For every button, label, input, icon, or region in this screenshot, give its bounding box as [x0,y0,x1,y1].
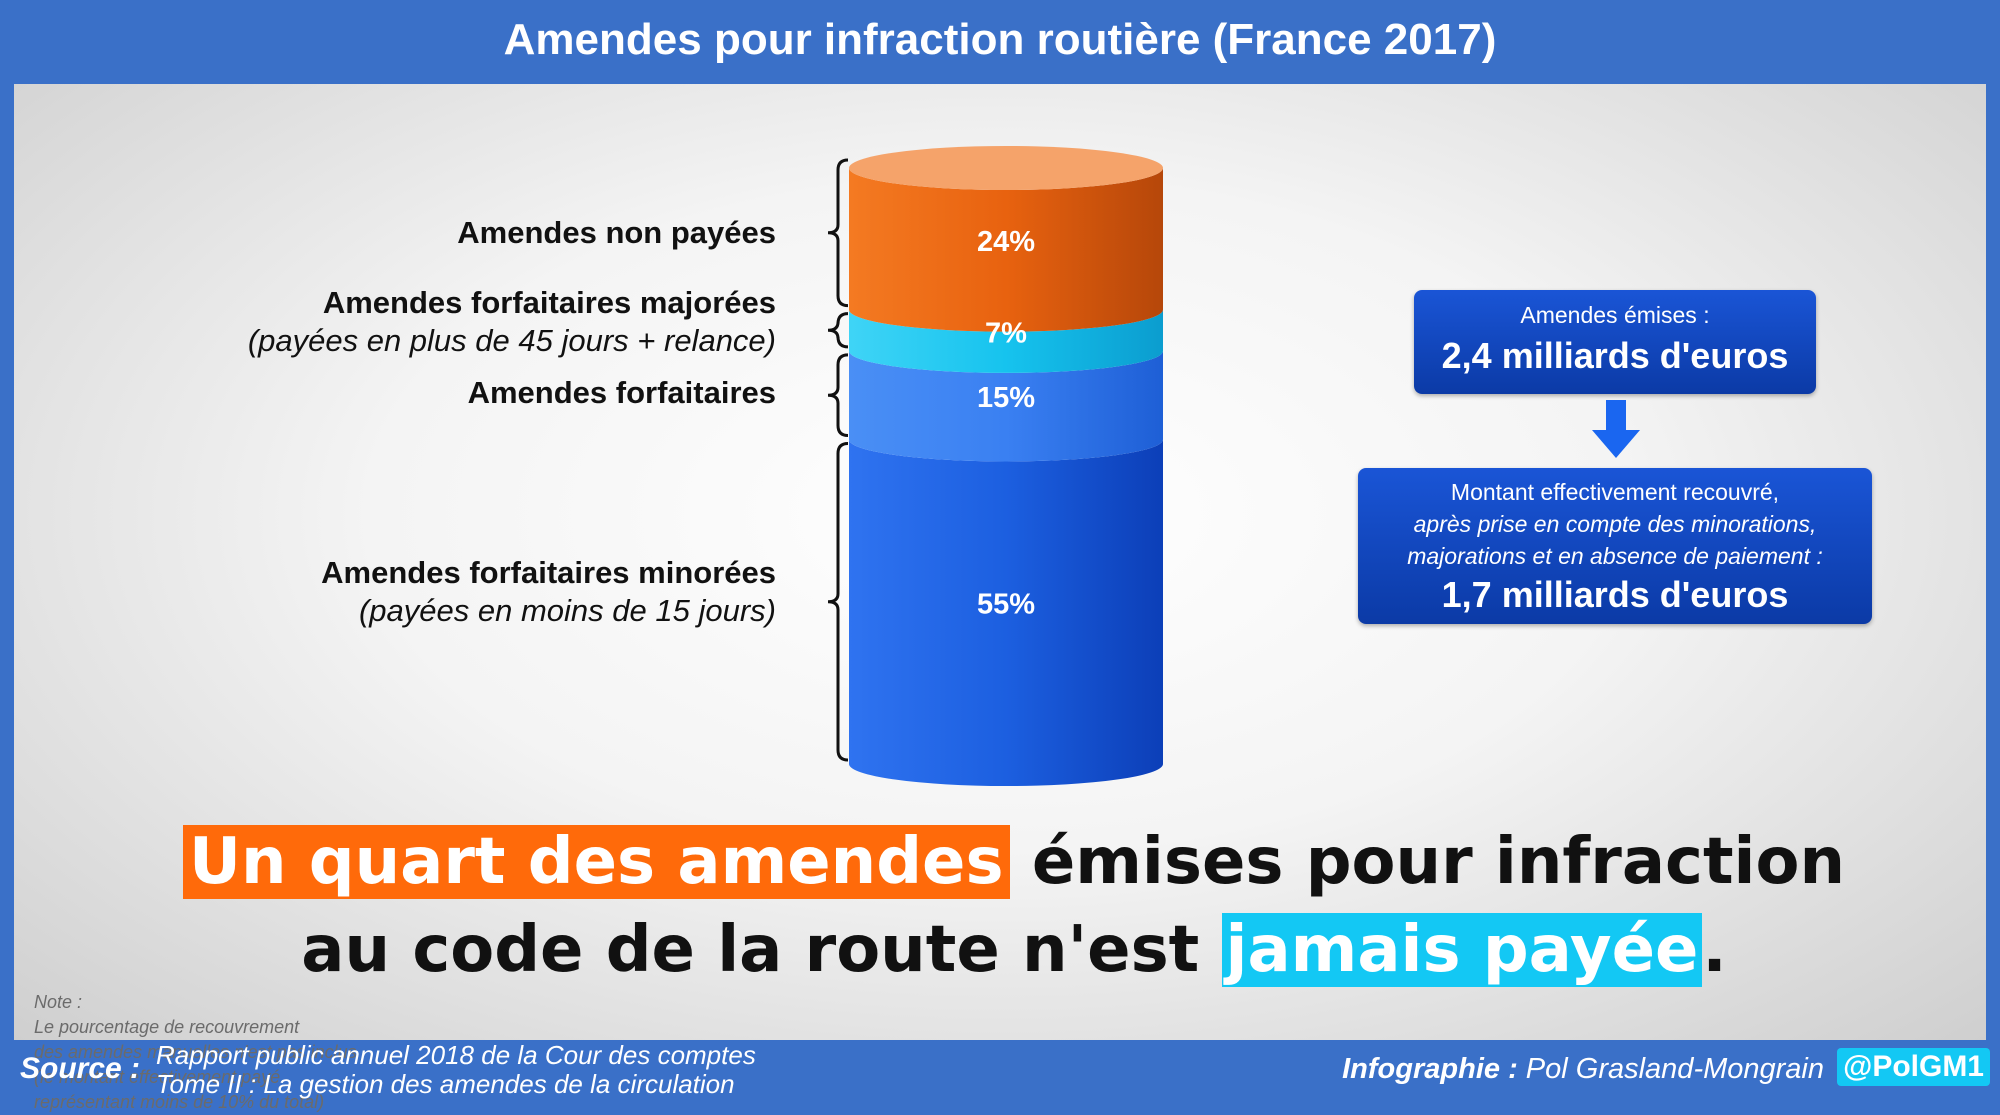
box-recouvre-line3: majorations et en absence de paiement : [1407,543,1823,569]
down-arrow-icon [1592,400,1640,458]
brace-3 [827,312,849,349]
label-minorees-title: Amendes forfaitaires minorées [321,555,776,590]
label-minorees: Amendes forfaitaires minorées (payées en… [321,554,776,630]
note-line: des amendes manuelles n'est pas inclus [34,1042,357,1062]
cylinder-chart: 55% 15% 7% 24% [827,146,1163,786]
box-recouvre-value: 1,7 milliards d'euros [1441,574,1789,615]
chart-panel: 55% 15% 7% 24% Amendes non payées Amendes f… [14,84,1986,1112]
note-line: (le montant effectivement payé [34,1067,281,1087]
percent-label-3: 7% [985,317,1027,349]
percent-label-4: 24% [977,226,1035,258]
credit: Infographie : Pol Grasland-Mongrain [1342,1053,1824,1086]
source-line: Rapport public annuel 2018 de la Cour de… [156,1040,756,1070]
box-recouvre-line2: après prise en compte des minorations, [1413,511,1817,537]
label-majorees: Amendes forfaitaires majorées (payées en… [248,284,776,360]
headline-text-1: émises pour infraction [1009,825,1846,899]
note-line: Le pourcentage de recouvrement [34,1017,300,1037]
box-emises-value: 2,4 milliards d'euros [1441,335,1789,376]
headline: Un quart des amendes émises pour infract… [14,818,2000,994]
box-recouvre-line1: Montant effectivement recouvré, [1450,479,1780,505]
label-forfaitaires-title: Amendes forfaitaires [467,375,776,410]
headline-highlight-quart: Un quart des amendes [182,825,1010,899]
label-majorees-detail: (payées en plus de 45 jours + relance) [247,323,776,358]
headline-text-2: au code de la route n'est [301,913,1222,987]
label-non-payees-title: Amendes non payées [457,215,776,250]
note-line: Note : [34,992,83,1012]
box-emises-label: Amendes émises : [1520,302,1710,328]
label-minorees-detail: (payées en moins de 15 jours) [358,593,776,628]
headline-highlight-jamais: jamais payée [1221,913,1703,987]
percent-label-1: 55% [977,589,1035,621]
label-forfaitaires: Amendes forfaitaires [468,374,776,412]
credit-name: Pol Grasland-Mongrain [1525,1053,1824,1085]
source-line: Tome II : La gestion des amendes de la c… [156,1069,735,1099]
twitter-handle-link[interactable]: @PolGM1 [1837,1048,1990,1086]
source-text: Rapport public annuel 2018 de la Cour de… [156,1041,756,1099]
footer: Source : Rapport public annuel 2018 de l… [0,1040,2000,1101]
label-non-payees: Amendes non payées [457,214,776,252]
label-majorees-title: Amendes forfaitaires majorées [322,285,776,320]
cylinder-top-cap [849,146,1163,190]
cylinder-segment-2 [849,350,1163,462]
brace-4 [827,158,849,308]
page-title: Amendes pour infraction routière (France… [503,15,1497,64]
box-amendes-emises: Amendes émises : 2,4 milliards d'euros [1414,290,1816,394]
box-montant-recouvre: Montant effectivement recouvré, après pr… [1358,468,1872,624]
brace-1 [827,441,849,762]
cylinder-segment-3 [849,309,1163,373]
cylinder-segment-1 [849,439,1163,786]
source-label: Source : [20,1052,141,1085]
brace-2 [827,353,849,437]
headline-text-3: . [1702,913,1727,987]
credit-label: Infographie : [1342,1053,1518,1085]
percent-label-2: 15% [977,382,1035,414]
cylinder-segment-4 [849,168,1163,332]
